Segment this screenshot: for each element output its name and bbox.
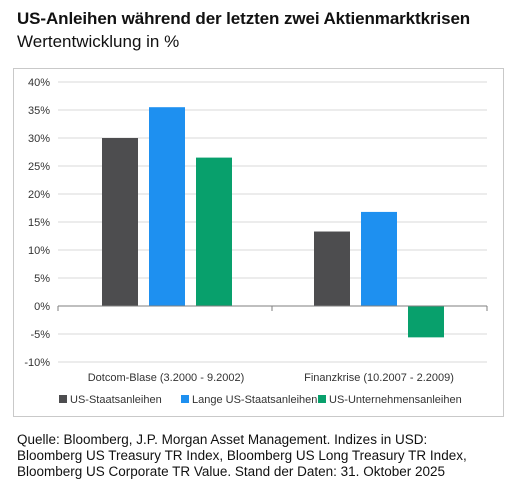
chart-frame	[13, 68, 504, 417]
source-line-1: Quelle: Bloomberg, J.P. Morgan Asset Man…	[17, 432, 428, 447]
category-label: Finanzkrise (10.2007 - 2.2009)	[304, 372, 454, 384]
legend-swatch	[181, 395, 189, 403]
source-line-3: Bloomberg US Corporate TR Value. Stand d…	[17, 464, 445, 479]
legend-swatch	[318, 395, 326, 403]
chart-title: US-Anleihen während der letzten zwei Akt…	[17, 9, 471, 28]
y-tick-label: 40%	[28, 77, 50, 89]
y-tick-label: 0%	[34, 301, 50, 313]
source-note: Quelle: Bloomberg, J.P. Morgan Asset Man…	[17, 432, 467, 480]
category-label: Dotcom-Blase (3.2000 - 9.2002)	[88, 372, 245, 384]
bar-chart: -10% -5% 0% 5% 10% 15% 20% 25% 30% 35% 40% Dotcom-…	[24, 77, 488, 406]
y-tick-label: 20%	[28, 189, 50, 201]
y-tick-label: -5%	[30, 329, 50, 341]
bar	[102, 138, 138, 306]
category-labels: Dotcom-Blase (3.2000 - 9.2002) Finanzkris…	[88, 372, 454, 384]
x-axis	[57, 305, 488, 311]
y-tick-label: 10%	[28, 245, 50, 257]
legend-label: US-Unternehmensanleihen	[329, 394, 462, 406]
y-axis-tick-labels: -10% -5% 0% 5% 10% 15% 20% 25% 30% 35% 40%	[24, 77, 50, 369]
y-tick-label: 15%	[28, 217, 50, 229]
y-tick-label: 30%	[28, 133, 50, 145]
chart-subtitle: Wertentwicklung in %	[17, 32, 180, 51]
y-tick-label: 35%	[28, 105, 50, 117]
y-tick-label: 25%	[28, 161, 50, 173]
legend-label: Lange US-Staatsanleihen	[192, 394, 317, 406]
bar	[149, 107, 185, 306]
legend-swatch	[59, 395, 67, 403]
bar	[361, 211, 397, 306]
bars	[102, 107, 444, 338]
bar	[196, 157, 232, 306]
y-tick-label: -10%	[24, 357, 50, 369]
legend: US-Staatsanleihen Lange US-Staatsanleihen…	[59, 394, 462, 406]
source-line-2: Bloomberg US Treasury TR Index, Bloomber…	[17, 448, 467, 463]
bar	[314, 231, 350, 306]
y-tick-label: 5%	[34, 273, 50, 285]
legend-label: US-Staatsanleihen	[70, 394, 162, 406]
bar	[408, 306, 444, 338]
